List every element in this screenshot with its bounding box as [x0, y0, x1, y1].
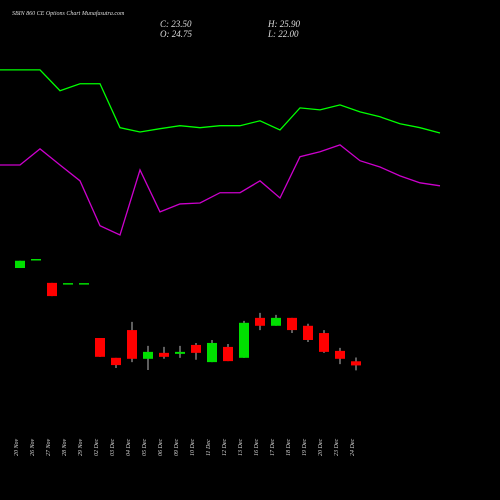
candle-body [143, 351, 153, 359]
line-series [0, 69, 441, 134]
high-label: H: 25.90 [267, 19, 300, 29]
candle-body [175, 351, 185, 354]
candle-body [319, 333, 329, 352]
candle-body [95, 338, 105, 357]
candle-body [111, 357, 121, 366]
candle-body [63, 283, 73, 285]
candle-body [335, 350, 345, 359]
candle-body [255, 317, 265, 326]
x-tick-label: 27 Nov [46, 438, 52, 456]
x-tick-label: 03 Dec [110, 439, 116, 456]
x-tick-label: 19 Dec [302, 439, 308, 456]
x-tick-label: 24 Dec [349, 439, 356, 456]
candle-body [303, 325, 313, 340]
x-tick-label: 10 Dec [190, 439, 196, 456]
x-tick-label: 18 Dec [286, 439, 292, 456]
candle-body [15, 260, 25, 269]
candle-body [79, 283, 89, 285]
x-tick-label: 06 Dec [158, 439, 164, 456]
open-label: O: 24.75 [160, 29, 192, 39]
close-label: C: 23.50 [160, 19, 192, 29]
candle-body [239, 322, 249, 358]
x-tick-label: 02 Dec [94, 439, 100, 456]
candle-body [223, 346, 233, 362]
x-tick-label: 20 Dec [318, 439, 324, 456]
x-tick-label: 20 Nov [14, 438, 20, 456]
x-tick-label: 26 Nov [30, 438, 36, 456]
candle-body [271, 317, 281, 326]
x-tick-label: 05 Dec [142, 439, 148, 456]
chart-title: SBIN 860 CE Options Chart Munafasutra.co… [12, 10, 125, 17]
candle-body [47, 282, 57, 297]
x-tick-label: 23 Dec [334, 439, 340, 456]
candle-body [159, 352, 169, 357]
x-tick-label: 13 Dec [238, 439, 244, 456]
line-series [0, 144, 441, 236]
x-tick-label: 16 Dec [254, 439, 260, 456]
candle-body [127, 330, 137, 359]
x-tick-label: 17 Dec [270, 439, 276, 456]
candle-body [31, 259, 41, 261]
candle-body [287, 317, 297, 331]
x-tick-label: 12 Dec [222, 439, 228, 456]
candle-body [207, 342, 217, 363]
candle-body [191, 344, 201, 353]
x-tick-label: 28 Nov [62, 438, 68, 456]
x-tick-label: 29 Nov [78, 438, 84, 456]
x-tick-label: 11 Dec [206, 439, 212, 456]
low-label: L: 22.00 [267, 29, 299, 39]
candle-body [351, 361, 361, 366]
x-tick-label: 09 Dec [174, 439, 180, 456]
x-tick-label: 04 Dec [125, 439, 132, 456]
